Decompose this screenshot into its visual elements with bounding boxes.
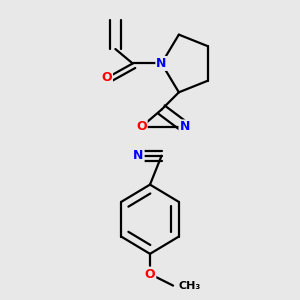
Text: CH₃: CH₃	[179, 280, 201, 291]
Text: O: O	[101, 71, 112, 84]
Text: O: O	[145, 268, 155, 281]
Text: N: N	[156, 57, 167, 70]
Text: O: O	[136, 120, 147, 134]
Text: N: N	[179, 120, 190, 134]
Text: N: N	[133, 149, 144, 162]
